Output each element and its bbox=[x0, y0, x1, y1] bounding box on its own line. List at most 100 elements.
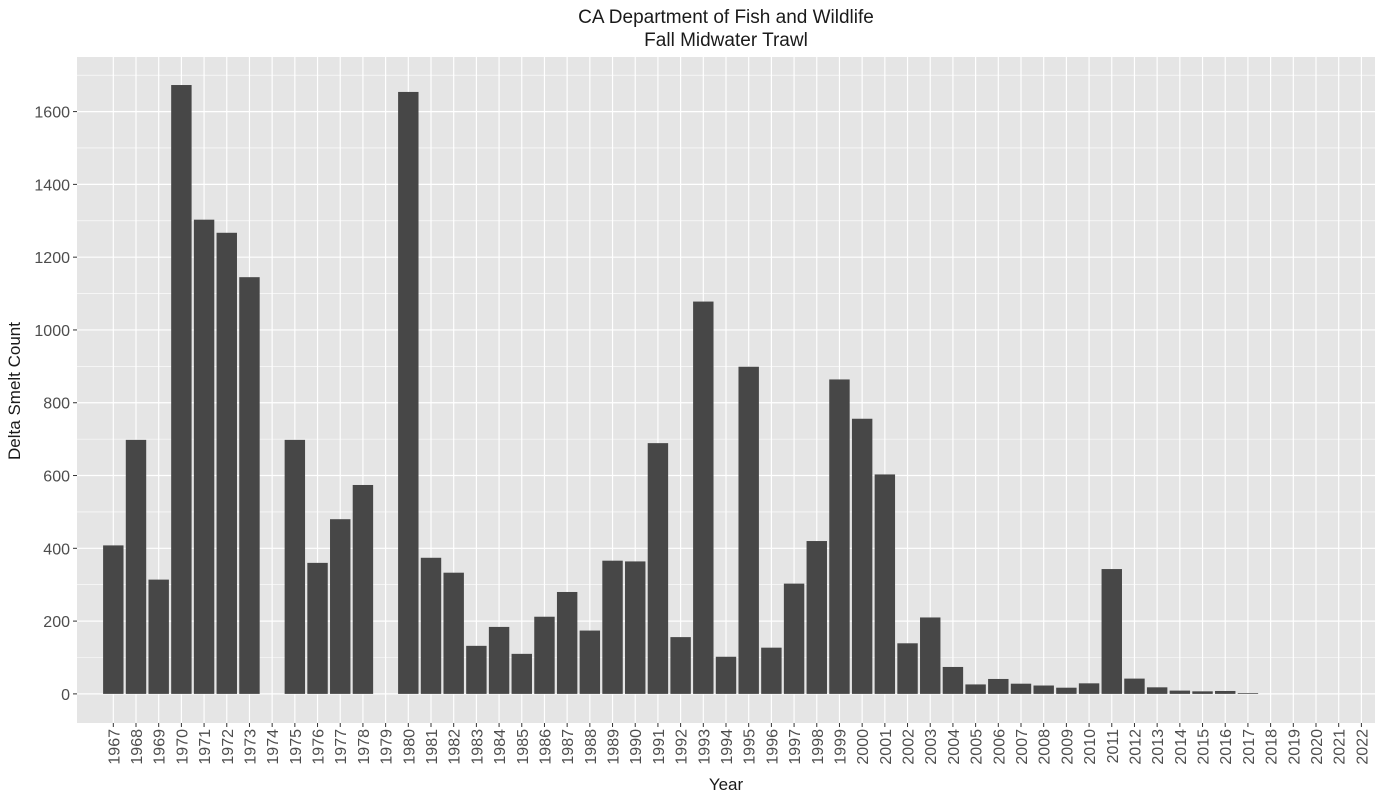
x-tick-label: 2002 bbox=[901, 729, 918, 765]
x-tick-label: 1976 bbox=[311, 729, 328, 765]
y-tick-label: 200 bbox=[43, 614, 70, 631]
x-tick-label: 2008 bbox=[1037, 729, 1054, 765]
major-gridlines bbox=[77, 57, 1375, 723]
bar-1967 bbox=[103, 545, 124, 694]
bar-1994 bbox=[715, 656, 737, 694]
x-tick-label: 1990 bbox=[628, 729, 645, 765]
y-tick-label: 1600 bbox=[34, 105, 70, 122]
bar-1983 bbox=[466, 645, 487, 694]
bar-1982 bbox=[443, 572, 464, 694]
x-tick-label: 2022 bbox=[1354, 729, 1371, 765]
bar-1998 bbox=[806, 541, 827, 694]
x-tick-label: 2020 bbox=[1309, 729, 1326, 765]
x-tick-label: 2005 bbox=[969, 729, 986, 765]
y-tick-label: 800 bbox=[43, 396, 70, 413]
bar-1987 bbox=[556, 591, 578, 694]
bar-2017 bbox=[1237, 693, 1259, 694]
bar-1986 bbox=[534, 616, 555, 694]
x-tick-label: 1969 bbox=[152, 729, 169, 765]
bar-1980 bbox=[398, 91, 419, 694]
bar-2001 bbox=[874, 474, 896, 694]
bar-2006 bbox=[988, 678, 1009, 694]
x-tick-label: 2011 bbox=[1105, 729, 1122, 764]
x-tick-label: 1983 bbox=[469, 729, 486, 765]
x-tick-label: 1991 bbox=[651, 729, 668, 765]
y-tick-label: 0 bbox=[61, 687, 70, 704]
bar-2008 bbox=[1033, 685, 1054, 694]
bar-1989 bbox=[602, 560, 623, 694]
x-tick-label: 1988 bbox=[583, 729, 600, 765]
bars bbox=[103, 85, 1259, 694]
bar-1984 bbox=[488, 626, 510, 694]
bar-1995 bbox=[738, 366, 759, 694]
bar-1990 bbox=[625, 561, 646, 694]
x-tick-label: 2003 bbox=[923, 729, 940, 765]
bar-2009 bbox=[1056, 687, 1077, 694]
x-tick-label: 1978 bbox=[356, 729, 373, 765]
x-tick-label: 1973 bbox=[242, 729, 259, 765]
bar-1976 bbox=[307, 562, 328, 694]
x-tick-label: 2007 bbox=[1014, 729, 1031, 765]
bar-1969 bbox=[148, 579, 169, 694]
x-tick-label: 1986 bbox=[537, 729, 554, 765]
x-tick-label: 2001 bbox=[878, 729, 895, 765]
bar-1978 bbox=[352, 484, 374, 694]
bar-2005 bbox=[965, 684, 986, 694]
bar-2011 bbox=[1101, 569, 1122, 694]
bar-2010 bbox=[1078, 683, 1100, 694]
x-tick-label: 2000 bbox=[855, 729, 872, 765]
y-axis-title: Delta Smelt Count bbox=[5, 322, 24, 460]
x-tick-label: 1981 bbox=[424, 729, 441, 765]
bar-1975 bbox=[284, 439, 306, 694]
y-tick-label: 1200 bbox=[34, 250, 70, 267]
x-tick-label: 2012 bbox=[1127, 729, 1144, 765]
x-tick-label: 2021 bbox=[1332, 729, 1349, 765]
bar-2003 bbox=[920, 617, 941, 694]
x-tick-label: 1980 bbox=[401, 729, 418, 765]
bar-1991 bbox=[647, 443, 669, 694]
x-tick-label: 2015 bbox=[1196, 729, 1213, 765]
x-tick-label: 2019 bbox=[1286, 729, 1303, 765]
y-tick-label: 1000 bbox=[34, 323, 70, 340]
x-tick-label: 1982 bbox=[447, 729, 464, 765]
x-tick-label: 2016 bbox=[1218, 729, 1235, 765]
x-tick-label: 2013 bbox=[1150, 729, 1167, 765]
chart-title-line-1: CA Department of Fish and Wildlife bbox=[578, 7, 874, 28]
bar-1977 bbox=[330, 519, 351, 694]
bar-1996 bbox=[761, 647, 782, 694]
bar-1970 bbox=[171, 85, 192, 694]
bar-1993 bbox=[693, 301, 714, 694]
x-tick-label: 2006 bbox=[991, 729, 1008, 765]
bar-2004 bbox=[942, 666, 964, 694]
bar-2014 bbox=[1169, 690, 1191, 694]
x-tick-label: 1985 bbox=[515, 729, 532, 765]
x-tick-label: 1970 bbox=[174, 729, 191, 765]
x-tick-label: 2004 bbox=[946, 729, 963, 765]
x-tick-label: 1996 bbox=[764, 729, 781, 765]
bar-1992 bbox=[670, 637, 691, 694]
x-tick-label: 1968 bbox=[129, 729, 146, 765]
y-tick-label: 400 bbox=[43, 541, 70, 558]
bar-1968 bbox=[125, 439, 147, 694]
bar-2007 bbox=[1010, 683, 1032, 694]
x-tick-label: 2010 bbox=[1082, 729, 1099, 765]
x-tick-label: 1999 bbox=[832, 729, 849, 765]
bar-2012 bbox=[1124, 678, 1145, 694]
bar-1972 bbox=[216, 232, 237, 694]
x-tick-label: 1977 bbox=[333, 729, 350, 765]
y-tick-label: 600 bbox=[43, 469, 70, 486]
x-tick-label: 1995 bbox=[742, 729, 759, 765]
bar-1988 bbox=[579, 630, 601, 694]
bar-1973 bbox=[239, 277, 260, 694]
bar-1971 bbox=[193, 219, 215, 694]
x-tick-label: 1984 bbox=[492, 729, 509, 765]
x-tick-label: 1992 bbox=[674, 729, 691, 765]
x-tick-label: 1979 bbox=[379, 729, 396, 765]
y-tick-label: 1400 bbox=[34, 177, 70, 194]
x-tick-label: 1994 bbox=[719, 729, 736, 765]
chart-title-line-2: Fall Midwater Trawl bbox=[644, 30, 808, 51]
x-tick-label: 1997 bbox=[787, 729, 804, 765]
bar-1985 bbox=[511, 653, 532, 694]
x-tick-label: 1998 bbox=[810, 729, 827, 765]
bar-1981 bbox=[420, 557, 442, 694]
